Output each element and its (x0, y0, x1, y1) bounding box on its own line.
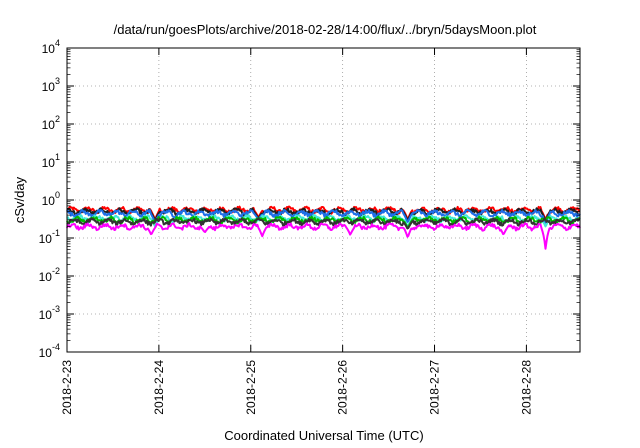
data-series (66, 205, 581, 250)
x-axis-label: Coordinated Universal Time (UTC) (224, 428, 423, 443)
y-axis-label: cSv/day (12, 176, 27, 223)
x-axis-ticks: 2018-2-23 2018-2-24 2018-2-25 2018-2-26 2018… (60, 48, 533, 415)
series-line (66, 222, 581, 250)
x-tick-label: 2018-2-23 (60, 360, 74, 415)
x-tick-label: 2018-2-25 (244, 360, 258, 415)
x-tick-label: 2018-2-24 (152, 360, 166, 415)
x-tick-label: 2018-2-26 (336, 360, 350, 415)
x-tick-label: 2018-2-28 (519, 360, 533, 415)
chart-title: /data/run/goesPlots/archive/2018-02-28/1… (114, 22, 537, 37)
series-line (66, 208, 581, 224)
series-line (66, 217, 581, 230)
x-tick-label: 2018-2-27 (428, 360, 442, 415)
